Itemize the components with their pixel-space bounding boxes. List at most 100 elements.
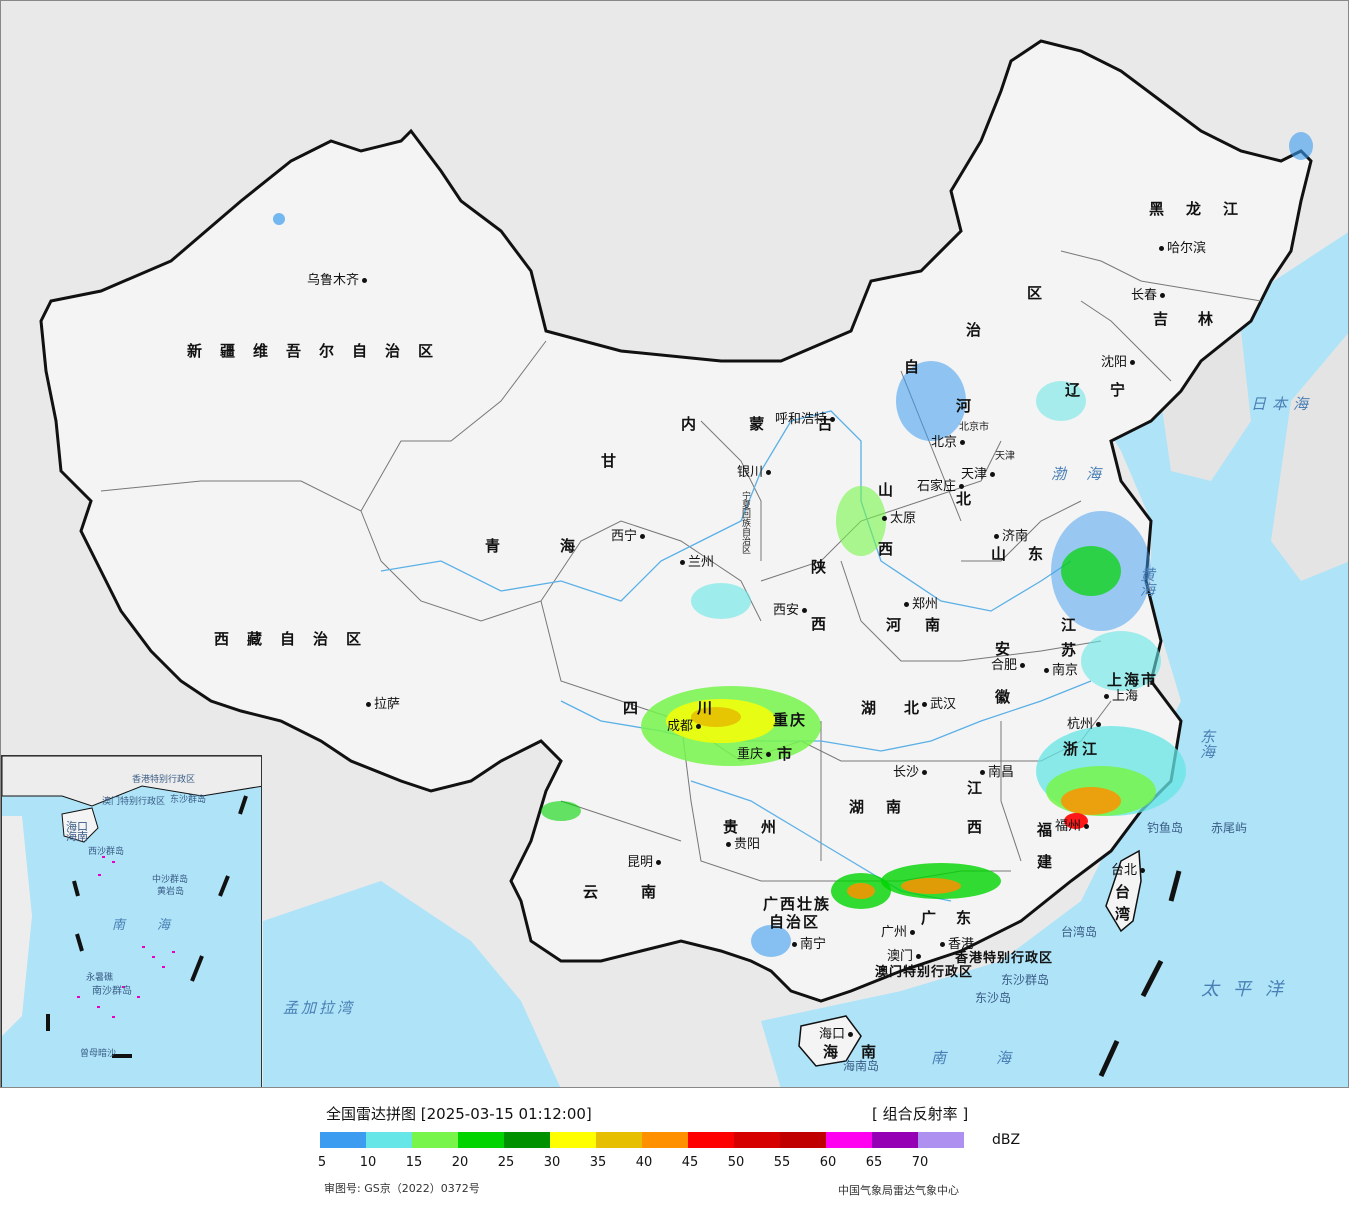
province-fujian-fu: 福 [1037,821,1071,839]
legend-tick: 15 [405,1155,423,1170]
legend-color-scale [320,1132,964,1148]
sea-bay-of-bengal: 孟加拉湾 [283,999,356,1017]
province-guangdong-guang: 广 [921,909,955,927]
province-guangdong-dong: 东 [956,909,990,927]
province-zhejiang: 浙江 [1063,740,1102,758]
map-approval-number: 审图号: GS京（2022）0372号 [324,1182,480,1195]
legend-tick: 40 [635,1155,653,1170]
inset-label-yongshu: 永暑礁 [86,973,114,983]
city-jinan: 济南 [991,525,1028,544]
city-zhengzhou: 郑州 [901,593,938,612]
legend-swatch [642,1132,688,1148]
city-harbin: 哈尔滨 [1156,237,1206,256]
province-beijing: 北京市 [959,422,989,433]
inset-label-hai: 海 [157,918,181,933]
city-hohhot: 呼和浩特 [775,408,838,427]
province-shandong: 山东 [991,545,1066,563]
island-taiwan: 台湾岛 [1061,925,1098,939]
legend-swatch [366,1132,412,1148]
sea-east-china-sea: 东海 [1198,729,1216,759]
legend-swatch [550,1132,596,1148]
legend-swatch [688,1132,734,1148]
inset-label-dongsha: 东沙群岛 [170,795,207,805]
province-hebei-he: 河 [956,397,990,415]
province-ningxia: 宁夏回族自治区 [740,491,750,554]
legend-product: [ 组合反射率 ] [872,1105,969,1123]
city-macau: 澳门 [887,945,924,964]
province-fujian-jian: 建 [1037,853,1071,871]
korea-japan-land [1161,301,1348,581]
province-xizang: 西藏自治区 [214,630,380,648]
province-jiangxi-jiang: 江 [967,779,1001,797]
legend-swatch [918,1132,964,1148]
inset-label-hainan: 海南 [66,830,88,843]
province-yunnan-nan: 南 [641,883,675,901]
province-jiangsu-jiang: 江 [1061,616,1095,634]
legend-unit: dBZ [992,1132,1021,1148]
island-chiwei: 赤尾屿 [1211,821,1248,835]
city-hongkong: 香港 [937,933,974,952]
city-changchun: 长春 [1131,284,1168,303]
city-nanchang: 南昌 [977,761,1014,780]
south-china-sea-inset: 海口 海南 南 海 西沙群岛 中沙群岛 黄岩岛 南沙群岛 曾母暗沙 永暑礁 东沙… [1,755,262,1087]
province-jiangsu-su: 苏 [1061,641,1095,659]
province-neimenggu-zi: 自 [904,358,938,376]
legend-tick: 65 [865,1155,883,1170]
province-guangxi-zizhiqu: 自治区 [769,913,821,931]
sea-yellow-sea: 黄海 [1138,567,1156,597]
province-chongqing: 重庆 [773,711,808,729]
city-nanning: 南宁 [789,933,826,952]
city-shanghai: 上海 [1101,685,1138,704]
province-liaoning: 辽宁 [1065,381,1156,399]
radar-map: 新疆维吾尔自治区 西藏自治区 青海 甘 内 蒙 古 自 治 区 黑龙江 吉林 辽… [0,0,1349,1088]
legend-swatch [872,1132,918,1148]
legend-swatch [734,1132,780,1148]
ocean-bay-of-bengal [263,881,561,1087]
city-kunming: 昆明 [627,851,664,870]
maritime-lines [1098,870,1182,1078]
province-neimenggu: 内 蒙 古 [681,415,857,433]
legend-swatch [780,1132,826,1148]
province-taiwan-tai: 台 [1115,883,1149,901]
province-anhui-hui: 徽 [995,688,1029,706]
inset-label-xisha: 西沙群岛 [88,847,125,857]
city-shijiazhuang: 石家庄 [917,475,967,494]
province-shanghai: 上海市 [1107,671,1159,689]
legend-tick: 20 [451,1155,469,1170]
city-guangzhou: 广州 [881,921,918,940]
inset-label-zhongsha: 中沙群岛 [152,875,189,885]
city-lhasa: 拉萨 [363,693,400,712]
province-qinghai: 青海 [485,537,636,555]
city-chengdu: 成都 [667,715,704,734]
legend-tick: 45 [681,1155,699,1170]
city-lanzhou: 兰州 [677,551,714,570]
province-jiangxi-xi: 西 [967,818,1001,836]
region-hongkong: 香港特别行政区 [955,951,1054,966]
sea-bohai: 渤海 [1051,465,1122,483]
producer-label: 中国气象局雷达气象中心 [838,1184,959,1197]
province-hubei: 湖北 [861,699,948,717]
province-guizhou-gui: 贵 [723,818,757,836]
legend-swatch [458,1132,504,1148]
province-borders [100,250,1262,882]
city-haikou: 海口 [819,1023,856,1042]
inset-label-hongkong: 香港特别行政区 [132,775,196,785]
region-macau: 澳门特别行政区 [875,965,974,980]
province-shaanxi-shan: 陕 [811,558,845,576]
legend-tick: 70 [911,1155,929,1170]
province-hainan-hai: 海 [823,1043,857,1061]
province-shanxi-shan: 山 [878,481,912,499]
city-taiyuan: 太原 [879,507,916,526]
city-xian: 西安 [773,599,810,618]
legend-swatch [826,1132,872,1148]
province-heilongjiang: 黑龙江 [1149,200,1261,218]
map-canvas [39,39,1348,1087]
province-xinjiang: 新疆维吾尔自治区 [187,342,452,360]
inset-label-huangyan: 黄岩岛 [157,887,185,897]
legend-swatch [596,1132,642,1148]
island-hainan: 海南岛 [843,1059,880,1073]
province-neimenggu-zhi: 治 [966,321,1000,339]
sea-pacific: 太平洋 [1201,979,1297,1000]
province-shanxi-xi: 西 [878,540,912,558]
legend-tick: 35 [589,1155,607,1170]
